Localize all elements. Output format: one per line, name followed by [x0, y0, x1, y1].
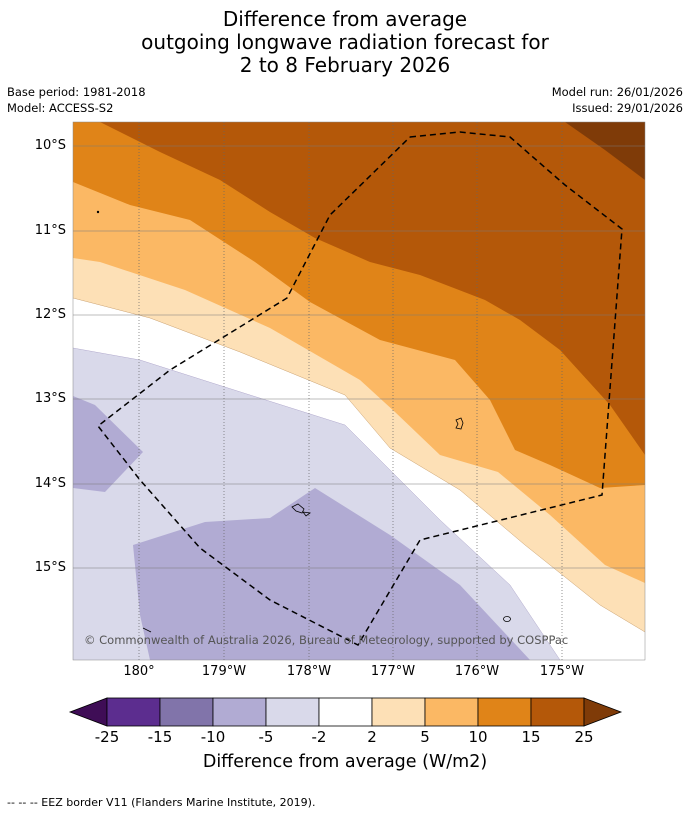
field-neg-10-5-west	[73, 396, 143, 492]
colorbar-swatch	[159, 697, 214, 727]
colorbar-tick: 5	[420, 728, 430, 746]
colorbar-tick: -10	[200, 728, 226, 746]
colorbar	[68, 697, 623, 727]
lon-label: 180°	[123, 664, 155, 679]
colorbar-swatch	[530, 697, 585, 727]
colorbar-swatch	[477, 697, 532, 727]
colorbar-swatch	[106, 697, 161, 727]
info-left: Base period: 1981-2018 Model: ACCESS-S2	[7, 84, 146, 116]
field-pos-15-25	[100, 122, 645, 455]
issued-date: Issued: 29/01/2026	[572, 101, 683, 115]
islands	[96, 210, 511, 633]
title-line-3: 2 to 8 February 2026	[239, 53, 451, 77]
lat-label: 12°S	[34, 307, 66, 322]
island-outline	[455, 417, 464, 430]
colorbar-swatch	[318, 697, 373, 727]
colorbar-below-min	[68, 697, 108, 727]
base-period: Base period: 1981-2018	[7, 85, 146, 99]
colorbar-swatch	[371, 697, 426, 727]
field-above-25	[565, 122, 645, 180]
map-frame	[72, 121, 646, 661]
lat-label: 14°S	[34, 476, 66, 491]
colorbar-tick: 25	[574, 728, 594, 746]
colorbar-swatch	[265, 697, 320, 727]
colorbar-tick: 15	[521, 728, 541, 746]
lat-label: 13°S	[34, 391, 66, 406]
colorbar-label: Difference from average (W/m2)	[202, 752, 488, 772]
colorbar-tick: 2	[367, 728, 377, 746]
eez-border	[96, 131, 623, 646]
map-field	[73, 122, 645, 660]
lon-label: 177°W	[370, 664, 416, 679]
contour-line	[73, 297, 645, 633]
eez-legend: -- -- -- EEZ border V11 (Flanders Marine…	[7, 796, 316, 809]
lat-label: 11°S	[34, 223, 66, 238]
island-outline	[291, 503, 305, 514]
lon-label: 179°W	[201, 664, 247, 679]
colorbar-tick: -2	[311, 728, 327, 746]
island-outline	[503, 616, 511, 622]
gridlines	[73, 145, 645, 569]
lat-label: 10°S	[34, 138, 66, 153]
model-name: Model: ACCESS-S2	[7, 101, 114, 115]
title-line-2: outgoing longwave radiation forecast for	[141, 30, 549, 54]
copyright-notice: © Commonwealth of Australia 2026, Bureau…	[84, 633, 569, 647]
colorbar-above-max	[583, 697, 623, 727]
colorbar-swatch	[424, 697, 479, 727]
field-neg-10-5-south	[133, 488, 530, 660]
colorbar-tick: -15	[147, 728, 173, 746]
island-outline	[142, 627, 152, 633]
colorbar-tick: -25	[94, 728, 120, 746]
model-run: Model run: 26/01/2026	[551, 85, 683, 99]
contour-line	[73, 347, 561, 660]
lat-label: 15°S	[34, 560, 66, 575]
lon-label: 178°W	[286, 664, 332, 679]
info-right: Model run: 26/01/2026 Issued: 29/01/2026	[552, 84, 683, 116]
title-line-1: Difference from average	[222, 7, 468, 31]
colorbar-tick: 10	[468, 728, 488, 746]
colorbar-swatch	[212, 697, 267, 727]
chart-title: Difference from average outgoing longwav…	[0, 8, 690, 77]
colorbar-tick: -5	[258, 728, 274, 746]
island-outline	[96, 210, 100, 214]
lon-label: 175°W	[539, 664, 585, 679]
lon-label: 176°W	[454, 664, 500, 679]
island-outline	[302, 511, 312, 517]
